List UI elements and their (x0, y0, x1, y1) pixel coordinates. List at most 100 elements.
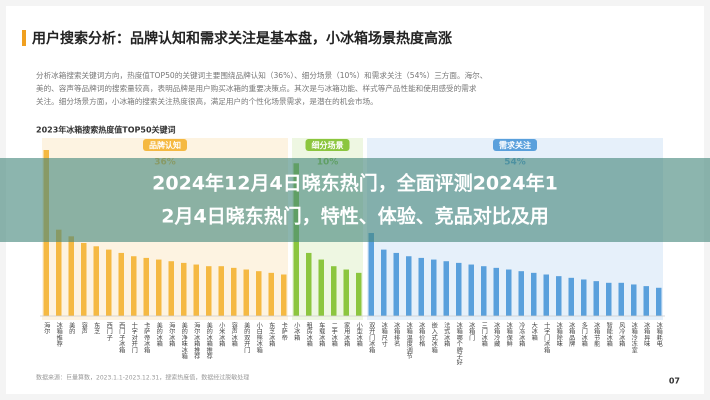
bar (443, 261, 449, 316)
bar (81, 242, 87, 316)
x-tick-label: 冰箱冷冻室 (630, 321, 637, 353)
bar (381, 249, 387, 316)
bar (543, 274, 549, 316)
x-tick-label: 冰箱异味 (643, 321, 650, 348)
x-tick-label: 车载冰箱 (318, 321, 325, 348)
bar (256, 271, 262, 316)
x-tick-label: 冰箱排名 (393, 321, 400, 348)
bar (118, 252, 124, 316)
x-tick-label: 西门子 (105, 322, 112, 341)
x-tick-label: 风冷冰箱 (618, 322, 625, 348)
chart-title: 2023年冰箱搜索热度值TOP50关键词 (36, 125, 176, 135)
x-tick-label: 大冰箱 (530, 321, 537, 341)
x-tick-label: 东芝 (93, 321, 100, 335)
bar (206, 266, 212, 316)
bar (318, 259, 324, 316)
page-number: 07 (669, 377, 680, 386)
x-tick-label: 智能冰箱 (605, 321, 612, 348)
x-tick-label: 冰箱耗电 (655, 321, 662, 347)
bar (93, 246, 99, 316)
title-marker (22, 30, 26, 46)
x-tick-label: 小型冰箱 (355, 321, 362, 348)
bar (493, 267, 499, 316)
x-tick-label: 小米冰箱 (218, 321, 225, 348)
x-tick-label: 冰箱节能 (593, 321, 600, 348)
bar (606, 282, 612, 316)
x-tick-label: 冰箱门 (468, 321, 475, 341)
x-tick-label: 海尔 (43, 321, 50, 334)
bar (143, 257, 149, 316)
x-tick-label: 容声冰箱 (230, 321, 237, 348)
bar (631, 284, 637, 316)
intro-line: 分析冰箱搜索关键词方向，热度值TOP50的关键词主要围绕品牌认知（36%）、细分… (36, 70, 487, 80)
bar (431, 259, 437, 316)
bar (393, 252, 399, 316)
bar (68, 236, 74, 316)
bar (181, 262, 187, 316)
x-tick-label: 冰箱保鲜 (505, 321, 512, 348)
source-note: 数据来源：巨量算数，2023.1.1-2023.12.31，搜索热度值，数据经过… (36, 374, 249, 382)
banner-bg (0, 158, 710, 242)
x-tick-label: 十字对开门 (130, 321, 137, 354)
bar (218, 266, 224, 316)
bar (406, 256, 412, 316)
x-tick-label: 卡萨帝冰箱 (143, 321, 150, 354)
x-tick-label: 冰箱价格 (418, 321, 425, 348)
x-tick-label: 美的净味冰箱 (180, 321, 187, 360)
bar (506, 269, 512, 316)
bar (131, 256, 137, 316)
group-tag (305, 139, 350, 151)
x-tick-label: 法式冰箱 (443, 321, 450, 348)
banner-line: 2月4日晓东热门，特性、体验、竞品对比及用 (161, 205, 548, 228)
x-tick-label: 多门冰箱 (580, 321, 587, 348)
bar (456, 262, 462, 316)
x-tick-label: 美的冰箱 (155, 321, 162, 348)
x-tick-label: 租房冰箱 (305, 321, 312, 348)
x-tick-label: 冰箱哪个牌子好 (455, 321, 462, 366)
bar (106, 249, 112, 316)
x-tick-label: 卡萨帝 (280, 321, 287, 341)
x-tick-label: 东芝冰箱 (268, 321, 275, 348)
x-tick-label: 二手冰箱 (330, 322, 337, 348)
x-tick-label: 冰箱尺寸 (380, 321, 387, 347)
bar (193, 264, 199, 316)
bar (518, 271, 524, 316)
x-tick-label: 冷冻冰箱 (518, 321, 525, 348)
x-tick-label: 美的 (68, 321, 75, 335)
x-tick-label: 嵌入式冰箱 (430, 322, 437, 354)
bar (581, 279, 587, 316)
bar (618, 282, 624, 316)
bar (168, 261, 174, 316)
group-name: 细分场景 (312, 140, 344, 150)
intro-line: 关注。细分场景方面，小冰箱的搜索关注热度很高，满足用户的个性化场景需求，是潜在的… (36, 96, 378, 106)
x-tick-label: 十字门冰箱 (543, 321, 550, 354)
x-tick-label: 冰箱品牌 (568, 321, 575, 348)
bar (531, 272, 537, 316)
bar (568, 277, 574, 316)
x-tick-label: 冰箱温度调节 (405, 321, 412, 360)
group-name: 需求关注 (499, 140, 531, 150)
x-tick-label: 冰箱推荐 (55, 321, 62, 348)
x-tick-label: 容声 (80, 321, 87, 335)
bar (243, 269, 249, 316)
x-tick-label: 西门子冰箱 (118, 322, 125, 354)
bar (56, 229, 62, 316)
group-name: 品牌认知 (149, 140, 181, 150)
bar (156, 259, 162, 316)
bar (556, 276, 562, 316)
bar (231, 267, 237, 316)
x-tick-label: 美的双开门 (243, 321, 250, 354)
bar (593, 281, 599, 316)
x-tick-label: 冰箱除味 (555, 321, 562, 348)
bar (643, 286, 649, 316)
x-tick-label: 小白熊冰箱 (255, 321, 262, 354)
group-tag (143, 139, 187, 151)
x-tick-label: 三门冰箱 (480, 322, 487, 348)
x-tick-label: 家用冰箱 (343, 321, 350, 348)
x-tick-label: 海尔冰箱 (168, 321, 175, 348)
x-tick-label: 海尔冰箱推荐 (193, 321, 200, 360)
x-tick-label: 冰箱冷藏 (493, 321, 500, 348)
bar (343, 269, 349, 316)
